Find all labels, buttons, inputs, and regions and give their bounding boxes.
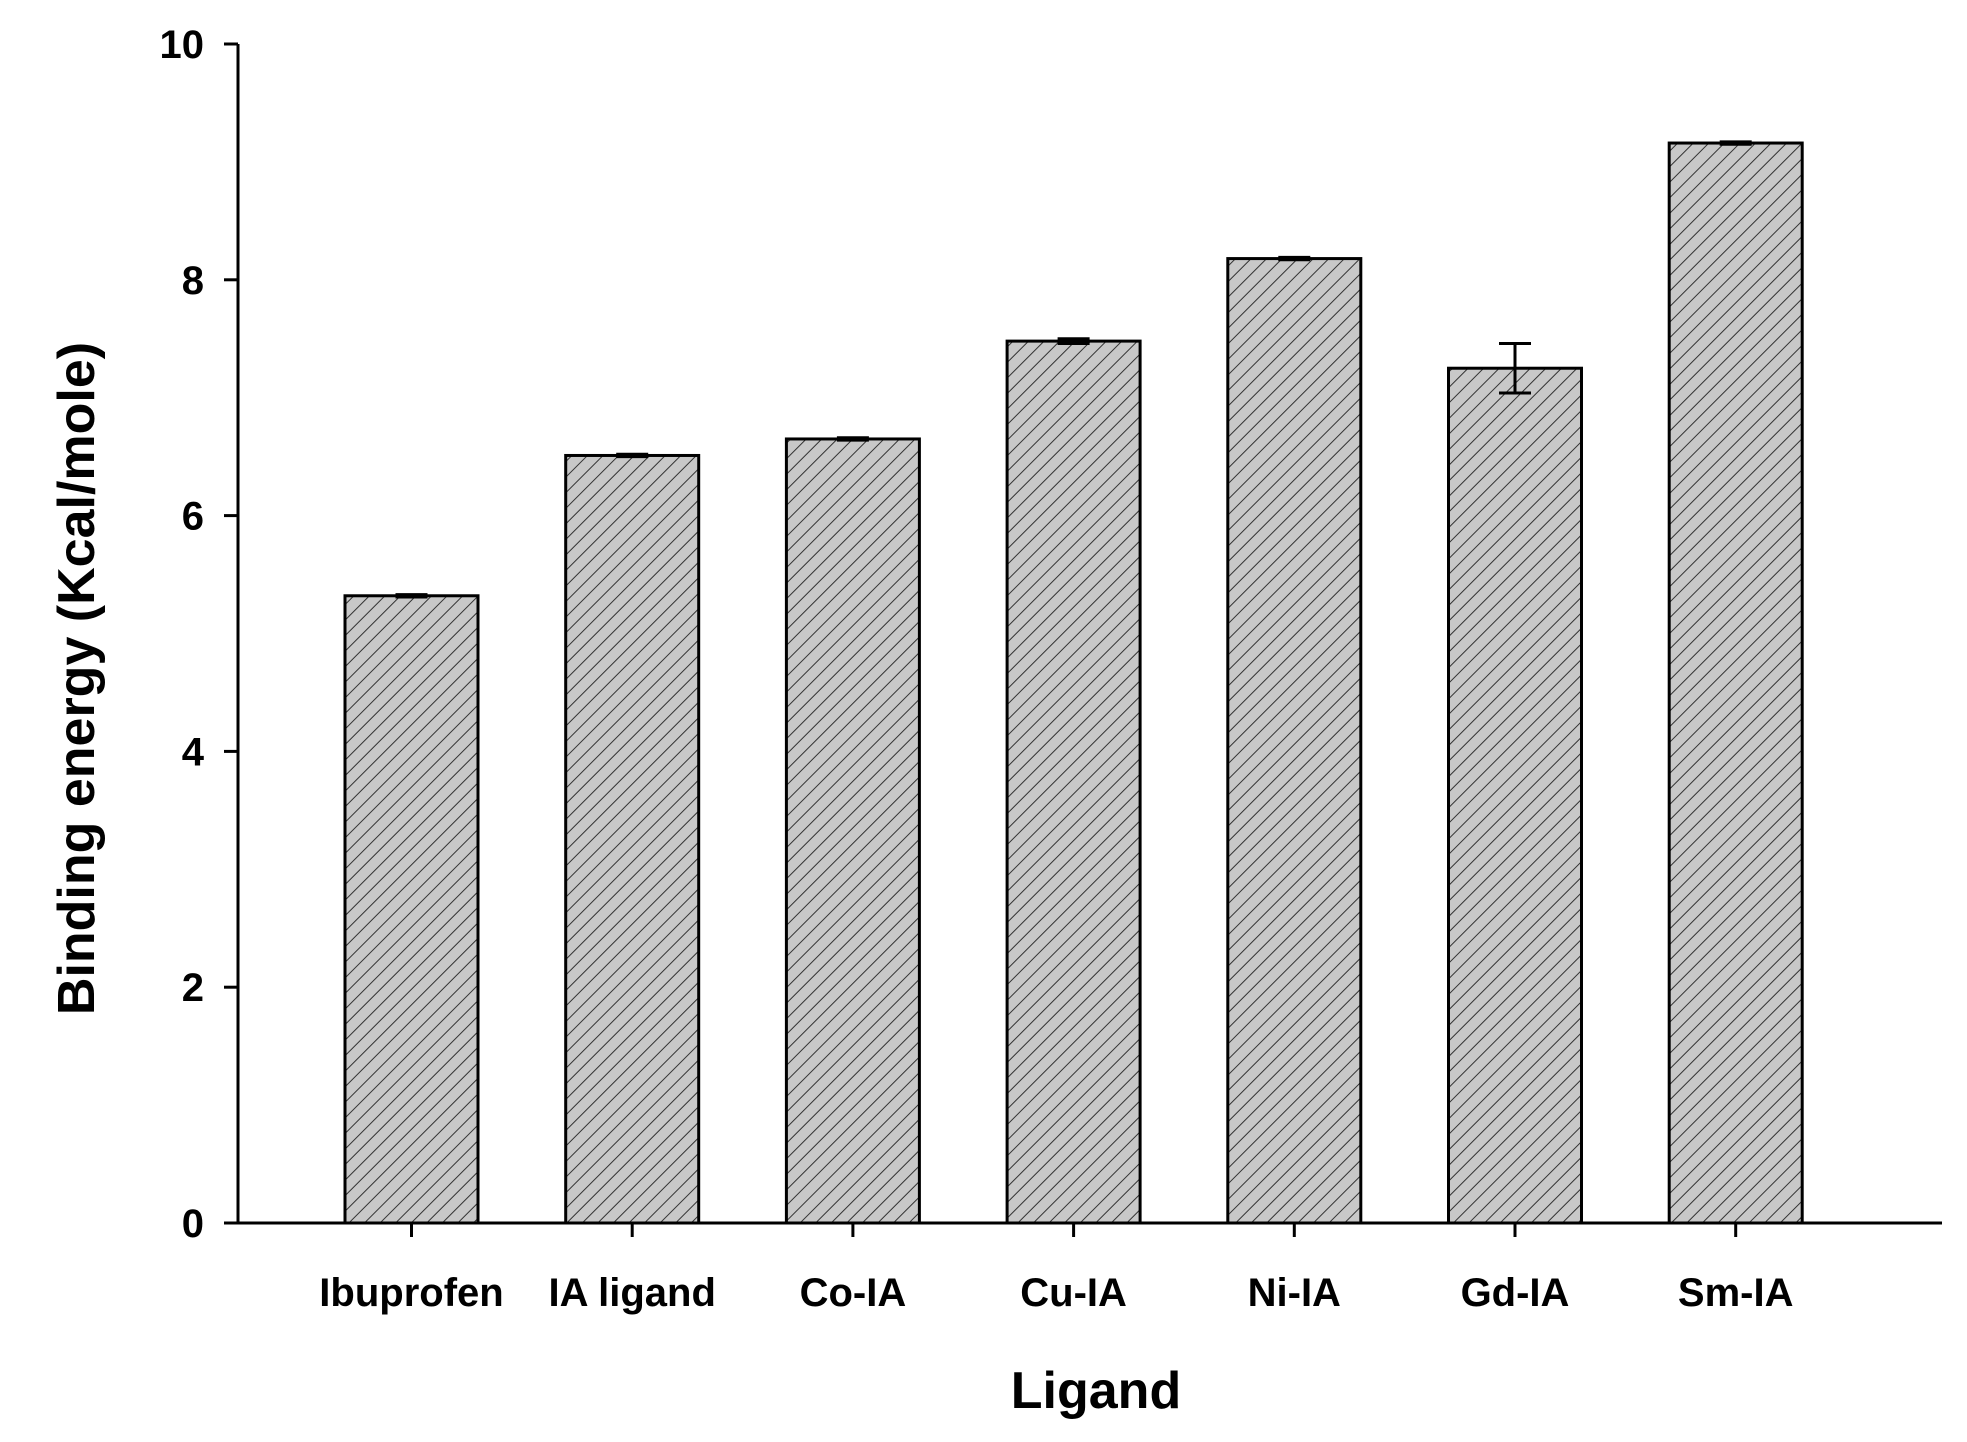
bar [1226,257,1363,1225]
y-tick-label: 10 [160,23,205,67]
axes-layer [236,44,1942,1225]
x-tick-label: Ibuprofen [319,1271,503,1315]
error-bars-layer [395,140,1752,599]
bar [784,437,921,1225]
y-tick-label: 4 [182,730,205,774]
x-tick-label: Gd-IA [1461,1271,1570,1315]
x-tick-label: IA ligand [548,1271,715,1315]
bar [564,453,701,1225]
x-ticks: Ibuprofen IA ligand Co-IA Cu-IA Ni-IA Gd-IA Sm… [319,1223,1793,1315]
x-tick-label: Cu-IA [1020,1271,1127,1315]
x-tick-label: Co-IA [800,1271,907,1315]
error-bar [1499,341,1531,395]
error-bar [1278,255,1311,262]
y-axis-title: Binding energy (Kcal/mole) [48,342,106,1015]
error-bar [395,593,428,599]
x-tick-label: Ni-IA [1248,1271,1341,1315]
error-bar [836,436,869,442]
bar [343,594,480,1225]
x-axis-title: Ligand [1011,1362,1181,1420]
y-tick-label: 8 [182,259,204,303]
y-tick-label: 0 [182,1202,204,1246]
y-ticks: 0 2 4 6 8 10 [160,23,238,1246]
y-tick-label: 2 [182,966,204,1010]
bar [1005,339,1142,1225]
bar [1667,141,1804,1225]
bars-layer [343,141,1804,1225]
x-tick-label: Sm-IA [1678,1271,1794,1315]
error-bar [616,452,649,459]
y-tick-label: 6 [182,495,204,539]
error-bar [1057,337,1090,345]
bar [1447,366,1583,1225]
error-bar [1719,140,1752,146]
